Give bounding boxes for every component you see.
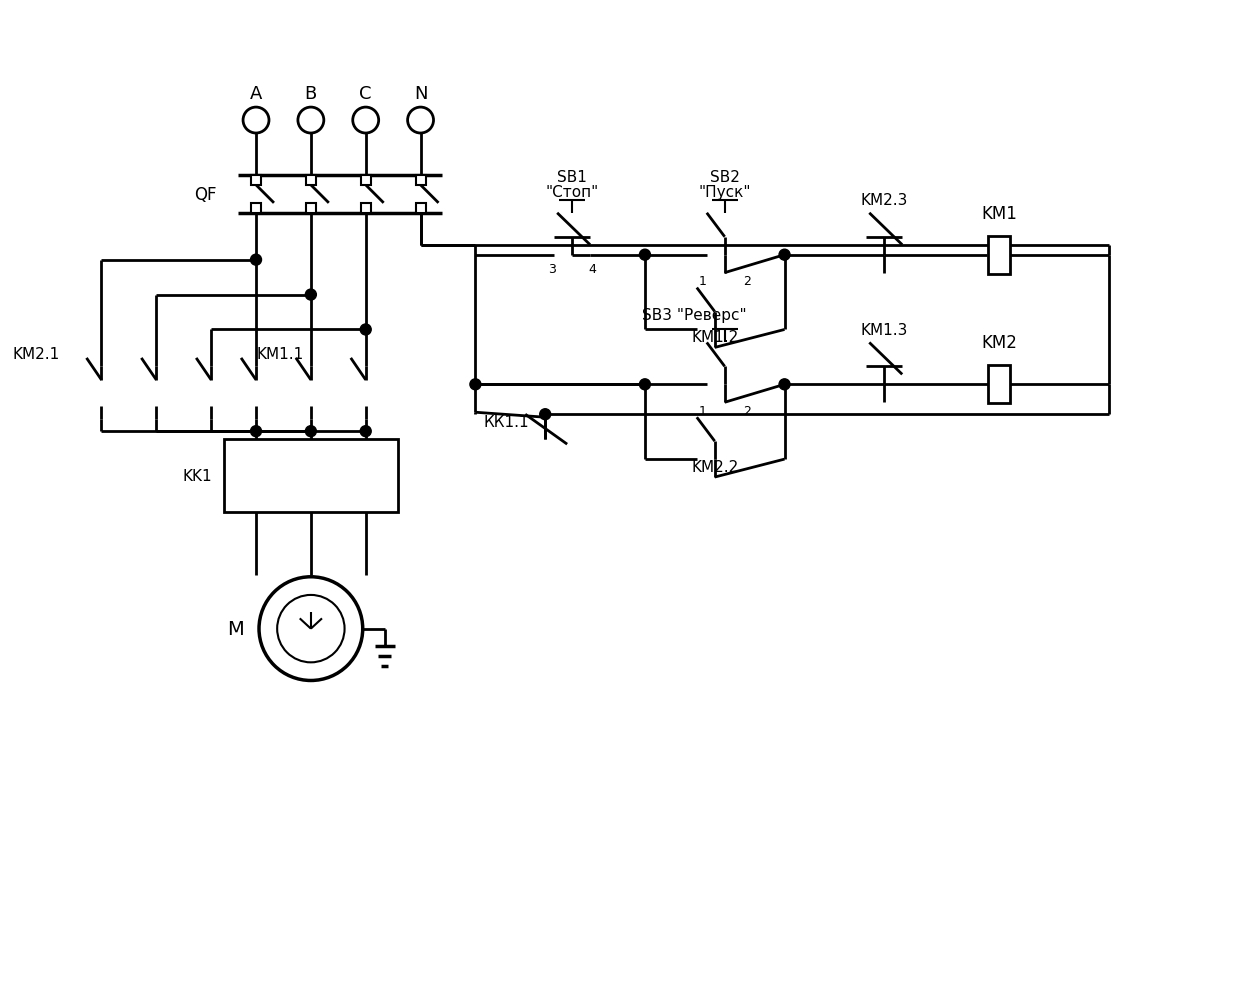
Bar xyxy=(361,176,370,186)
Circle shape xyxy=(250,426,261,437)
Bar xyxy=(361,204,370,214)
Bar xyxy=(306,204,316,214)
Circle shape xyxy=(779,380,790,391)
Text: A: A xyxy=(250,85,263,103)
Text: KM1.3: KM1.3 xyxy=(861,323,908,338)
Text: KM1: KM1 xyxy=(981,205,1017,223)
Text: QF: QF xyxy=(193,186,216,204)
Text: KM1.2: KM1.2 xyxy=(691,330,738,345)
Text: SB1: SB1 xyxy=(558,170,587,185)
Bar xyxy=(987,237,1010,274)
Text: KM2.3: KM2.3 xyxy=(861,193,908,208)
Text: C: C xyxy=(359,85,372,103)
Bar xyxy=(252,204,261,214)
Text: 4: 4 xyxy=(589,262,596,276)
Text: 2: 2 xyxy=(742,405,751,417)
Circle shape xyxy=(305,426,316,437)
Circle shape xyxy=(470,380,481,391)
Text: KM1.1: KM1.1 xyxy=(256,347,304,362)
Bar xyxy=(306,176,316,186)
Circle shape xyxy=(540,410,550,420)
Text: КК1.1: КК1.1 xyxy=(483,414,529,429)
Text: "Стоп": "Стоп" xyxy=(545,185,598,200)
Text: B: B xyxy=(305,85,317,103)
Text: M: M xyxy=(227,619,244,638)
Circle shape xyxy=(250,254,261,265)
Bar xyxy=(415,204,425,214)
Text: 2: 2 xyxy=(742,274,751,288)
Circle shape xyxy=(361,325,372,336)
Text: 3: 3 xyxy=(548,262,556,276)
Circle shape xyxy=(639,249,650,260)
Text: SB3 "Реверс": SB3 "Реверс" xyxy=(643,308,747,323)
Circle shape xyxy=(779,249,790,260)
Bar xyxy=(224,439,398,513)
Circle shape xyxy=(305,290,316,301)
Text: KM2.1: KM2.1 xyxy=(12,347,59,362)
Text: SB2: SB2 xyxy=(710,170,740,185)
Text: KK1: KK1 xyxy=(182,468,212,483)
Circle shape xyxy=(639,380,650,391)
Text: 1: 1 xyxy=(699,405,706,417)
Bar xyxy=(252,176,261,186)
Text: KM2.2: KM2.2 xyxy=(691,459,738,474)
Text: KM2: KM2 xyxy=(981,334,1017,352)
Bar xyxy=(987,366,1010,404)
Text: "Пуск": "Пуск" xyxy=(699,185,751,200)
Text: 1: 1 xyxy=(699,274,706,288)
Bar xyxy=(415,176,425,186)
Circle shape xyxy=(361,426,372,437)
Text: N: N xyxy=(414,85,427,103)
